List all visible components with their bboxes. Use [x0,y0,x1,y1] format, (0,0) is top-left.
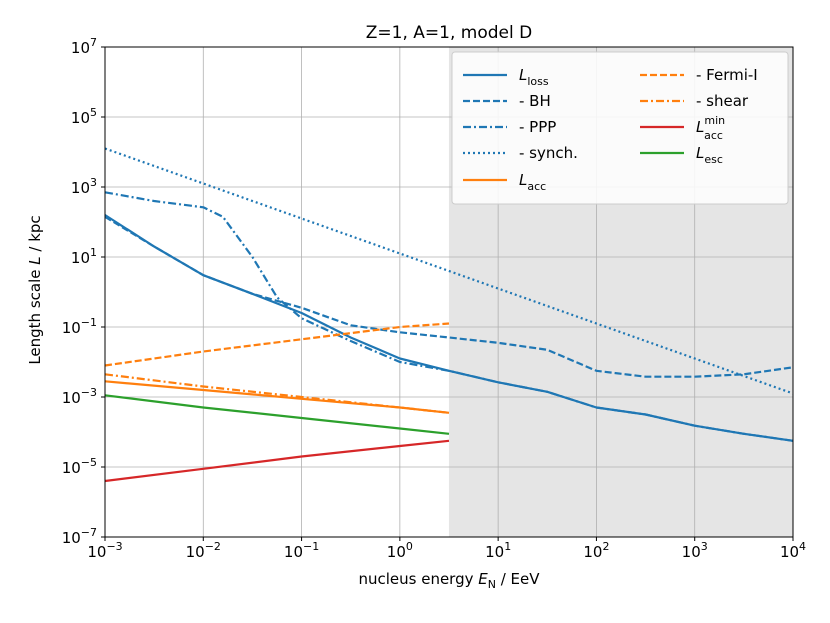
y-tick-label: 10−3 [62,386,97,407]
series-line-6 [104,373,450,414]
legend-label: - BH [519,92,551,110]
y-tick-label: 10−1 [62,316,97,337]
y-tick-label: 10−5 [62,456,97,477]
x-tick-label: 10−2 [186,540,221,561]
legend: Lloss - BH - PPP - synch.Lacc - Fermi-I … [451,51,789,205]
legend-label: - Fermi-I [696,66,758,84]
x-axis-label-suffix: / EeV [496,570,540,588]
y-tick-label: 107 [71,36,97,57]
x-axis-label-subscript: N [488,578,496,591]
series-layer [104,147,794,483]
legend-label: Lesc [696,144,723,166]
series-line-3 [104,147,794,395]
legend-label: Lacc [519,171,546,193]
x-tick-label: 103 [682,540,708,561]
x-tick-label: 100 [387,540,413,561]
axes-frame-rect [104,46,794,538]
y-tick-label: 103 [71,176,97,197]
series-line-8 [104,394,450,435]
ticks: 10−3 10−2 10−1 100 101 102 103 104 10−7 10−5 10−3 1… [62,36,806,561]
axes-frame [104,46,794,538]
x-axis-label-symbol: E [478,570,488,588]
x-axis-label-prefix: nucleus energy [358,570,478,588]
x-axis-label: nucleus energy EN / EeV [358,570,540,591]
series-line-4 [104,380,450,414]
legend-label: - PPP [519,118,556,136]
x-tick-label: 10−1 [284,540,319,561]
legend-label: - synch. [519,144,578,162]
y-tick-label: 105 [71,106,97,127]
x-tick-label: 102 [583,540,609,561]
chart-title: Z=1, A=1, model D [366,23,532,43]
x-tick-label: 101 [485,540,511,561]
series-line-5 [104,322,450,367]
x-tick-label: 104 [780,540,806,561]
y-axis-label-symbol: L [26,256,44,264]
y-axis-label: Length scale L / kpc [26,215,44,364]
y-tick-label: 101 [71,246,97,267]
series-line-1 [104,215,794,378]
legend-label: Lloss [519,66,549,88]
legend-label: - shear [696,92,749,110]
x-tick-label: 10−3 [87,540,122,561]
y-axis-label-prefix: Length scale [26,265,44,365]
legend-box [451,51,789,205]
legend-label: Lmin acc [696,114,725,142]
y-axis-label-suffix: / kpc [26,215,44,256]
y-tick-label: 10−7 [62,526,97,547]
series-line-7 [104,439,450,483]
series-line-2 [104,191,794,442]
